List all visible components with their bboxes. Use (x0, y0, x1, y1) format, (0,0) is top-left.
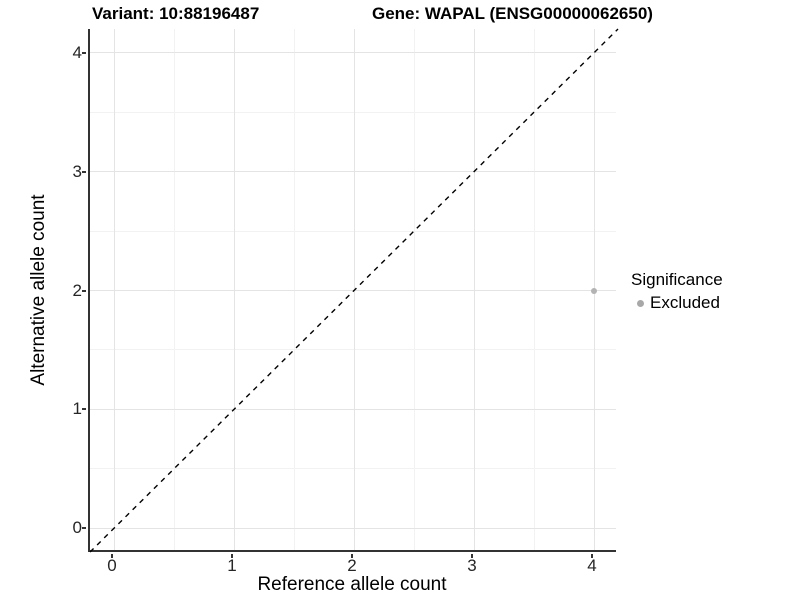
excluded-point-icon (636, 299, 644, 307)
major-gridline-x (353, 29, 355, 550)
y-tick-mark (82, 527, 86, 530)
x-tick-label: 4 (587, 556, 597, 575)
x-tick-label: 2 (347, 556, 357, 575)
y-tick-label: 3 (72, 161, 82, 181)
major-gridline-y (90, 52, 616, 54)
minor-gridline-y (90, 111, 616, 113)
plot-panel (88, 28, 619, 553)
minor-gridline-y (90, 468, 616, 470)
minor-gridline-x (413, 29, 415, 550)
legend-title: Significance (631, 270, 723, 289)
y-tick-label: 0 (72, 518, 82, 538)
minor-gridline-y (90, 230, 616, 232)
identity-dashed-line (89, 28, 619, 553)
variant-title: Variant: 10:88196487 (92, 4, 260, 23)
minor-gridline-x (533, 29, 535, 550)
minor-gridline-x (173, 29, 175, 550)
x-tick-label: 3 (467, 556, 477, 575)
major-gridline-x (473, 29, 475, 550)
x-tick-mark (111, 554, 113, 558)
legend-key (631, 294, 649, 312)
legend-item-label: Excluded (650, 293, 720, 312)
major-gridline-x (113, 29, 115, 550)
major-gridline-y (90, 408, 616, 410)
gene-title: Gene: WAPAL (ENSG00000062650) (372, 4, 653, 23)
x-tick-mark (471, 554, 473, 558)
data-point (591, 287, 597, 294)
y-tick-label: 2 (72, 280, 82, 300)
major-gridline-y (90, 290, 616, 291)
x-tick-mark (591, 554, 593, 558)
major-gridline-x (233, 29, 235, 550)
minor-gridline-y (90, 349, 616, 351)
y-tick-mark (82, 289, 86, 292)
x-tick-label: 0 (107, 556, 117, 575)
x-tick-mark (231, 554, 233, 558)
x-axis-title: Reference allele count (257, 574, 447, 595)
x-tick-mark (351, 554, 353, 558)
y-tick-mark (82, 408, 86, 411)
y-tick-label: 1 (72, 399, 82, 419)
y-tick-mark (82, 170, 86, 173)
legend-item-excluded: Excluded (631, 293, 723, 313)
minor-gridline-x (293, 29, 295, 550)
y-tick-label: 4 (72, 42, 82, 62)
legend: Significance Excluded (631, 270, 723, 313)
major-gridline-y (90, 527, 616, 529)
major-gridline-y (90, 171, 616, 173)
y-axis-title: Alternative allele count (28, 194, 49, 386)
y-tick-mark (82, 51, 86, 54)
x-tick-label: 1 (227, 556, 237, 575)
